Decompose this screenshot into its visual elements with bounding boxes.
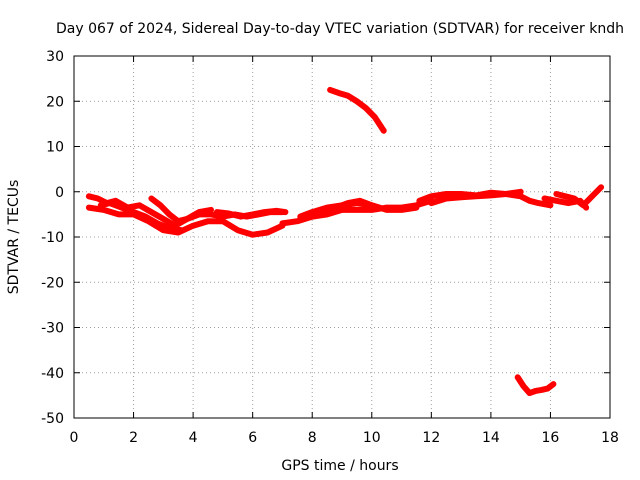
- y-tick-label: -30: [41, 321, 64, 337]
- series-track-main-lower: [85, 204, 286, 238]
- series-track-1-2h: [97, 200, 185, 234]
- y-tick-label: 30: [46, 49, 64, 65]
- x-tick-label: 16: [542, 430, 560, 446]
- x-tick-label: 6: [248, 430, 257, 446]
- grid: [74, 56, 610, 418]
- x-tick-label: 8: [308, 430, 317, 446]
- y-tick-label: -20: [41, 275, 64, 291]
- series-track-high-arc: [327, 86, 387, 134]
- x-tick-label: 18: [601, 430, 619, 446]
- chart-title: Day 067 of 2024, Sidereal Day-to-day VTE…: [56, 21, 624, 37]
- series-track-5-6h: [213, 207, 289, 220]
- y-tick-label: 20: [46, 94, 64, 110]
- x-tick-label: 12: [422, 430, 440, 446]
- x-axis-label: GPS time / hours: [281, 458, 398, 474]
- tick-marks: [73, 55, 611, 419]
- y-tick-labels: -50 -40 -30 -20 -10 0 10 20 30: [41, 49, 64, 427]
- y-tick-label: 0: [55, 185, 64, 201]
- x-tick-label: 4: [189, 430, 198, 446]
- x-tick-label: 0: [70, 430, 79, 446]
- series-track-low-arc: [514, 374, 557, 397]
- y-tick-label: -50: [41, 411, 64, 427]
- x-tick-label: 10: [363, 430, 381, 446]
- y-tick-label: 10: [46, 140, 64, 156]
- y-tick-label: -40: [41, 366, 64, 382]
- data-traces: [85, 86, 605, 397]
- series-track-16-17h-b: [541, 195, 590, 211]
- series-track-12-15h-b: [428, 188, 524, 207]
- x-tick-label: 2: [129, 430, 138, 446]
- x-tick-labels: 0 2 4 6 8 10 12 14 16 18: [70, 430, 619, 446]
- series-track-2-3h: [148, 195, 214, 225]
- series-track-8-10h: [321, 197, 375, 216]
- y-axis-label: SDTVAR / TECUs: [6, 180, 22, 295]
- x-tick-label: 14: [482, 430, 500, 446]
- y-tick-label: -10: [41, 230, 64, 246]
